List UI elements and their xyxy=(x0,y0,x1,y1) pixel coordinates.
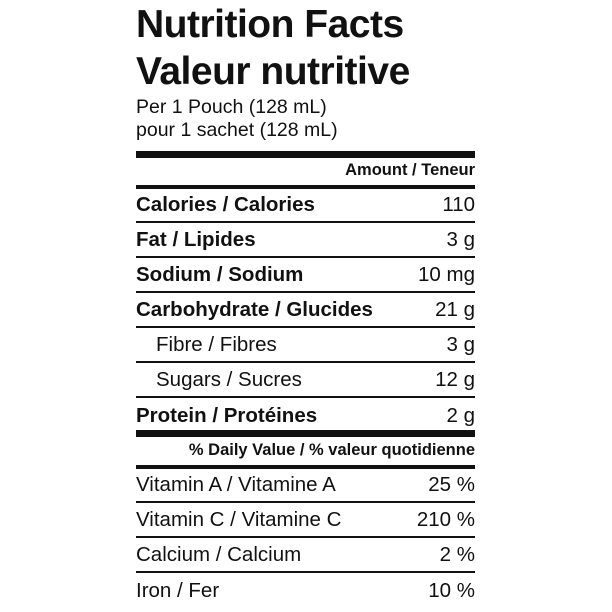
nutrient-value: 10 mg xyxy=(418,263,475,286)
title-english: Nutrition Facts xyxy=(136,3,404,46)
daily-value-header: % Daily Value / % valeur quotidienne xyxy=(188,441,475,459)
medium-divider xyxy=(136,465,475,469)
nutrition-facts-label: Nutrition Facts Valeur nutritive Per 1 P… xyxy=(136,0,475,612)
nutrient-value: 3 g xyxy=(446,333,476,356)
nutrient-row-carbohydrate: Carbohydrate / Glucides 21 g xyxy=(136,294,475,328)
nutrient-row-protein: Protein / Protéines 2 g xyxy=(136,399,475,433)
medium-divider xyxy=(136,185,475,189)
vitamin-value: 210 % xyxy=(416,508,475,531)
vitamin-name: Vitamin A / Vitamine A xyxy=(136,473,336,496)
thick-divider xyxy=(136,430,475,437)
nutrient-row-sugars: Sugars / Sucres 12 g xyxy=(136,364,475,398)
vitamin-row-a: Vitamin A / Vitamine A 25 % xyxy=(136,469,475,503)
nutrient-row-calories: Calories / Calories 110 xyxy=(136,189,475,223)
vitamin-value: 2 % xyxy=(439,543,475,566)
amount-header: Amount / Teneur xyxy=(345,161,475,179)
serving-size-french: pour 1 sachet (128 mL) xyxy=(136,119,338,141)
vitamin-name: Iron / Fer xyxy=(136,579,220,602)
nutrient-value: 3 g xyxy=(446,228,476,251)
nutrient-name: Fibre / Fibres xyxy=(156,333,277,356)
vitamin-row-c: Vitamin C / Vitamine C 210 % xyxy=(136,504,475,538)
vitamin-name: Calcium / Calcium xyxy=(136,543,302,566)
thick-divider xyxy=(136,151,475,158)
serving-size-english: Per 1 Pouch (128 mL) xyxy=(136,96,327,118)
nutrient-row-fat: Fat / Lipides 3 g xyxy=(136,224,475,258)
vitamin-value: 10 % xyxy=(428,579,475,602)
vitamin-row-calcium: Calcium / Calcium 2 % xyxy=(136,539,475,573)
nutrient-row-sodium: Sodium / Sodium 10 mg xyxy=(136,259,475,293)
vitamin-value: 25 % xyxy=(428,473,475,496)
nutrient-name: Sugars / Sucres xyxy=(156,368,302,391)
nutrient-name: Protein / Protéines xyxy=(136,404,318,427)
nutrient-value: 110 xyxy=(442,193,475,216)
nutrient-name: Sodium / Sodium xyxy=(136,263,304,286)
nutrient-value: 2 g xyxy=(446,404,476,427)
nutrient-name: Carbohydrate / Glucides xyxy=(136,298,373,321)
nutrient-value: 21 g xyxy=(435,298,475,321)
nutrient-name: Fat / Lipides xyxy=(136,228,256,251)
vitamin-row-iron: Iron / Fer 10 % xyxy=(136,574,475,608)
nutrient-name: Calories / Calories xyxy=(136,193,315,216)
nutrient-value: 12 g xyxy=(435,368,475,391)
title-french: Valeur nutritive xyxy=(136,50,410,93)
nutrient-row-fibre: Fibre / Fibres 3 g xyxy=(136,329,475,363)
vitamin-name: Vitamin C / Vitamine C xyxy=(136,508,342,531)
